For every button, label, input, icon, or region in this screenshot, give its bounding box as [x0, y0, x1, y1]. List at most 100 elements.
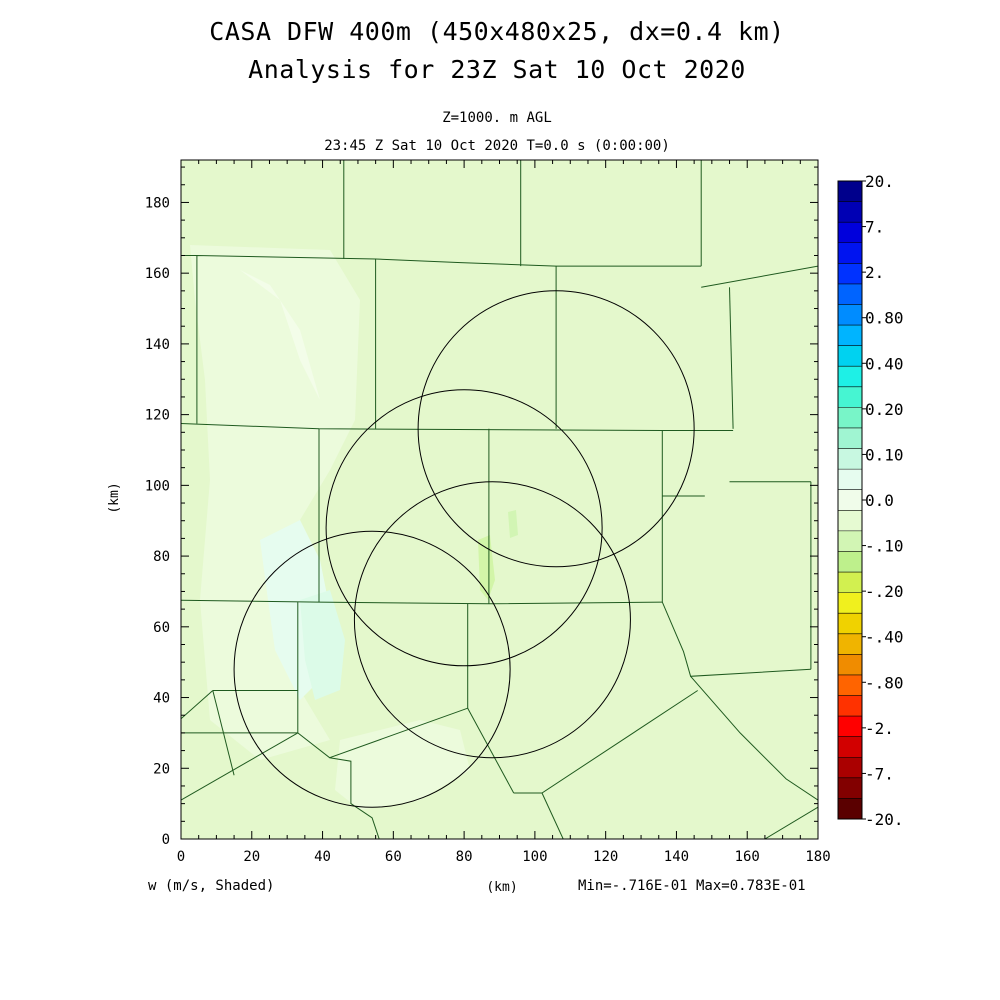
- colorbar-swatch: [838, 489, 862, 511]
- x-tick-label: 80: [456, 849, 473, 865]
- colorbar-label: 7.: [865, 218, 884, 237]
- colorbar-label: 2.: [865, 263, 884, 282]
- colorbar-swatch: [838, 427, 862, 449]
- county-line: [701, 265, 818, 288]
- colorbar: [837, 180, 866, 820]
- county-boundaries: [181, 160, 818, 839]
- colorbar-swatch: [838, 613, 862, 635]
- x-tick-label: 0: [177, 849, 185, 865]
- colorbar-swatch: [838, 469, 862, 491]
- colorbar-swatch: [838, 654, 862, 676]
- chart-subtitle: Analysis for 23Z Sat 10 Oct 2020: [248, 55, 746, 84]
- x-tick-label: 180: [805, 849, 830, 865]
- x-tick-labels: 0 20 40 60 80 100 120 140 160 180: [177, 849, 831, 865]
- y-tick-label: 40: [153, 691, 170, 707]
- colorbar-swatch: [838, 325, 862, 346]
- x-tick-label: 60: [385, 849, 402, 865]
- radar-range-rings: [233, 290, 695, 808]
- county-line: [764, 806, 818, 839]
- colorbar-swatch: [838, 757, 862, 779]
- shading-patch-light-south: [335, 720, 470, 810]
- time-label: 23:45 Z Sat 10 Oct 2020 T=0.0 s (0:00:00…: [324, 138, 670, 154]
- shading-patch-negative: [478, 535, 495, 600]
- colorbar-label: 20.: [865, 172, 894, 191]
- colorbar-swatch: [838, 798, 862, 820]
- colorbar-label: 0.0: [865, 491, 894, 510]
- colorbar-label: -2.: [865, 719, 894, 738]
- x-tick-label: 160: [735, 849, 760, 865]
- x-tick-label: 40: [314, 849, 331, 865]
- x-tick-label: 140: [664, 849, 689, 865]
- colorbar-label: 0.20: [865, 400, 904, 419]
- colorbar-swatch: [838, 407, 862, 429]
- colorbar-swatch: [838, 366, 862, 388]
- plot-area: [180, 159, 819, 840]
- y-tick-label: 160: [145, 266, 170, 282]
- chart-title: CASA DFW 400m (450x480x25, dx=0.4 km): [209, 17, 784, 46]
- radar-range-ring: [353, 481, 631, 759]
- county-line: [181, 732, 299, 801]
- colorbar-swatch: [838, 222, 862, 244]
- y-tick-label: 100: [145, 478, 170, 494]
- colorbar-label: 0.10: [865, 445, 904, 464]
- county-line: [329, 757, 380, 839]
- radar-range-ring: [233, 530, 511, 808]
- x-tick-label: 20: [243, 849, 260, 865]
- county-line: [541, 792, 564, 839]
- axis-ticks: [180, 160, 819, 840]
- field-shading: [190, 245, 518, 810]
- colorbar-swatch: [838, 242, 862, 264]
- colorbar-swatch: [838, 263, 862, 285]
- shading-patch-negative-2: [508, 510, 518, 538]
- colorbar-swatch: [838, 530, 862, 552]
- colorbar-label: -20.: [865, 810, 904, 829]
- colorbar-swatch: [838, 283, 862, 305]
- shading-patch-positive-2: [300, 590, 345, 700]
- x-tick-label: 100: [522, 849, 547, 865]
- colorbar-label: 0.80: [865, 309, 904, 328]
- y-tick-label: 180: [145, 195, 170, 211]
- colorbar-swatch: [838, 510, 862, 532]
- colorbar-label: -.20: [865, 582, 904, 601]
- y-tick-label: 140: [145, 337, 170, 353]
- colorbar-labels: 20. 7. 2. 0.80 0.40 0.20 0.10 0.0 -.10 -.20 -.40 -.…: [865, 172, 904, 829]
- y-tick-label: 60: [153, 620, 170, 636]
- x-axis-label: (km): [486, 880, 517, 895]
- level-label: Z=1000. m AGL: [442, 110, 552, 126]
- colorbar-swatch: [838, 695, 862, 717]
- y-tick-label: 80: [153, 549, 170, 565]
- variable-label: w (m/s, Shaded): [148, 878, 274, 894]
- shading-patch-light: [190, 245, 360, 760]
- colorbar-swatch: [838, 716, 862, 737]
- colorbar-swatch: [838, 633, 862, 655]
- colorbar-label: -.80: [865, 673, 904, 692]
- colorbar-swatch: [838, 572, 862, 593]
- county-line: [196, 254, 702, 424]
- county-line: [661, 601, 811, 677]
- minmax-label: Min=-.716E-01 Max=0.783E-01: [578, 878, 806, 894]
- y-tick-labels: 0 20 40 60 80 100 120 140 160 180: [145, 195, 170, 848]
- colorbar-swatch: [838, 386, 862, 408]
- county-line: [729, 287, 734, 429]
- colorbar-swatch: [838, 592, 862, 614]
- y-tick-label: 0: [162, 832, 170, 848]
- x-tick-label: 120: [593, 849, 618, 865]
- county-line: [690, 675, 818, 801]
- county-line: [212, 690, 235, 776]
- y-axis-label: (km): [107, 482, 122, 513]
- colorbar-swatch: [838, 777, 862, 799]
- colorbar-swatch: [838, 201, 862, 223]
- radar-range-ring: [325, 389, 603, 667]
- county-line: [181, 423, 734, 431]
- y-tick-label: 120: [145, 408, 170, 424]
- colorbar-swatch: [838, 448, 862, 470]
- y-tick-label: 20: [153, 761, 170, 777]
- colorbar-label: -7.: [865, 764, 894, 783]
- colorbar-swatch: [838, 551, 862, 573]
- colorbar-label: -.40: [865, 628, 904, 647]
- county-line: [181, 599, 663, 605]
- colorbar-swatch: [838, 736, 862, 758]
- radar-range-ring: [417, 290, 695, 568]
- colorbar-label: 0.40: [865, 354, 904, 373]
